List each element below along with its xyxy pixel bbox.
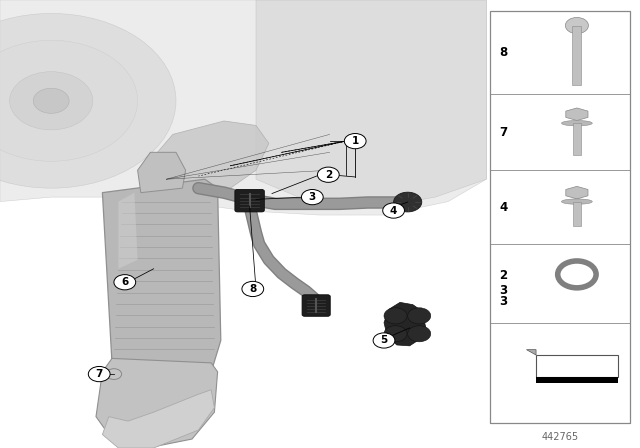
Text: 3: 3: [308, 192, 316, 202]
Polygon shape: [384, 302, 426, 346]
Circle shape: [408, 326, 431, 342]
Polygon shape: [118, 193, 138, 269]
Circle shape: [242, 281, 264, 297]
Circle shape: [344, 134, 366, 149]
FancyBboxPatch shape: [490, 11, 630, 423]
Circle shape: [408, 308, 431, 324]
Circle shape: [10, 72, 93, 130]
Polygon shape: [102, 179, 221, 372]
Polygon shape: [527, 349, 536, 355]
Polygon shape: [154, 121, 269, 197]
Text: 6: 6: [121, 277, 129, 287]
Text: 3: 3: [500, 295, 508, 308]
Circle shape: [0, 40, 138, 161]
Bar: [536, 377, 618, 383]
Circle shape: [384, 308, 407, 324]
Ellipse shape: [561, 199, 592, 204]
Circle shape: [565, 17, 588, 34]
Circle shape: [383, 203, 404, 218]
Polygon shape: [96, 358, 218, 448]
Circle shape: [88, 366, 110, 382]
Circle shape: [33, 88, 69, 113]
Text: 4: 4: [390, 206, 397, 215]
Bar: [572, 26, 581, 85]
Circle shape: [317, 167, 339, 182]
Circle shape: [394, 192, 422, 212]
Circle shape: [114, 275, 136, 290]
Text: 5: 5: [380, 336, 388, 345]
Polygon shape: [256, 0, 486, 206]
Text: 2
3: 2 3: [500, 269, 508, 297]
FancyBboxPatch shape: [302, 295, 330, 316]
Text: 8: 8: [500, 46, 508, 59]
Polygon shape: [138, 152, 186, 193]
Circle shape: [0, 13, 176, 188]
Text: 8: 8: [249, 284, 257, 294]
Bar: [573, 202, 580, 226]
Circle shape: [384, 326, 407, 342]
Ellipse shape: [561, 121, 592, 126]
Polygon shape: [102, 390, 214, 448]
Polygon shape: [0, 0, 486, 215]
FancyBboxPatch shape: [536, 355, 618, 377]
Text: 2: 2: [324, 170, 332, 180]
FancyBboxPatch shape: [235, 190, 264, 212]
Text: 7: 7: [95, 369, 103, 379]
Circle shape: [106, 369, 122, 379]
Text: 4: 4: [500, 201, 508, 214]
Bar: [573, 123, 580, 155]
Circle shape: [301, 190, 323, 205]
Polygon shape: [566, 108, 588, 121]
Text: 1: 1: [351, 136, 359, 146]
Polygon shape: [566, 186, 588, 199]
Text: 442765: 442765: [541, 432, 579, 442]
Circle shape: [373, 333, 395, 348]
Text: 7: 7: [500, 125, 508, 139]
